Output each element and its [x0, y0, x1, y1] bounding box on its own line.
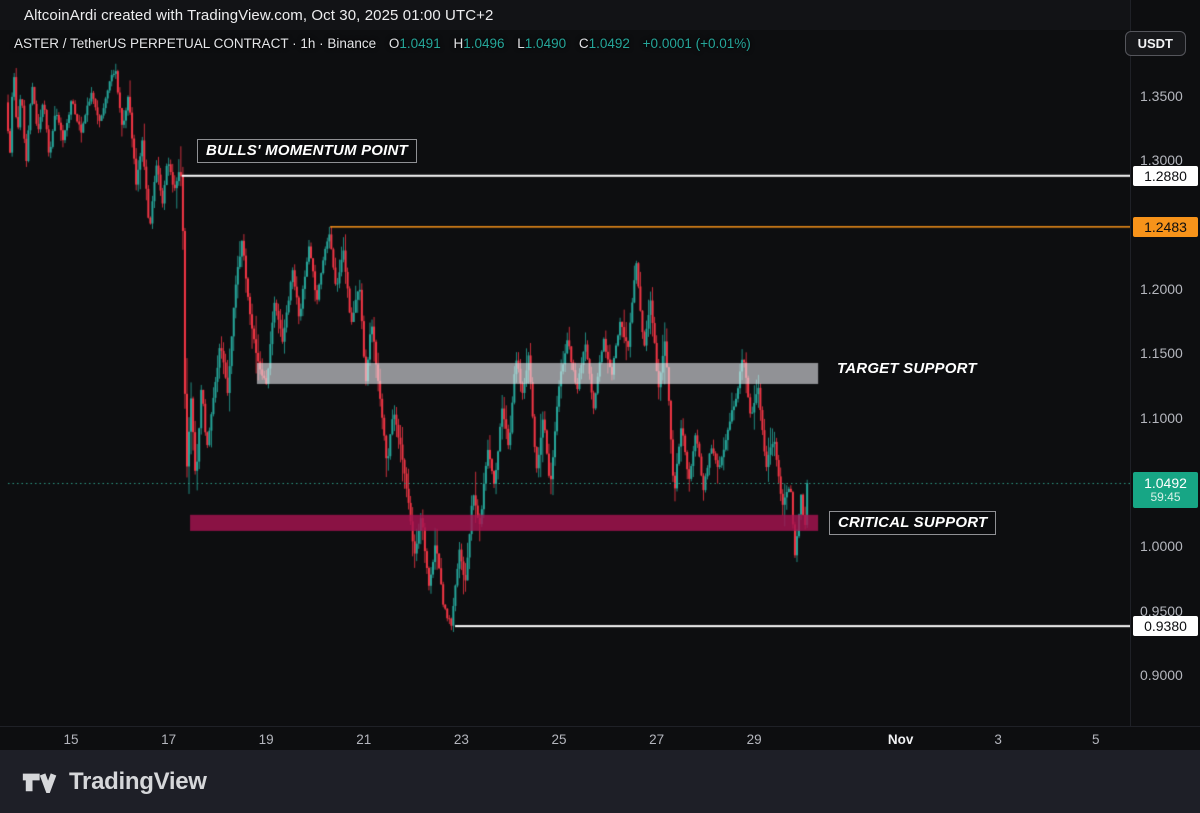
tradingview-logo-icon	[22, 772, 57, 793]
candlestick-chart[interactable]	[0, 0, 1130, 726]
bottom-watermark-bar: TradingView	[0, 750, 1200, 813]
time-tick-label: 27	[649, 732, 665, 747]
time-tick-label: 19	[258, 732, 274, 747]
price-level-badge: 1.2880	[1133, 165, 1198, 186]
tradingview-logo-text: TradingView	[69, 767, 207, 795]
annotation-target-support[interactable]: TARGET SUPPORT	[837, 360, 977, 377]
time-tick-label: 29	[746, 732, 762, 747]
time-tick-label: 3	[994, 732, 1002, 747]
attribution-bar	[0, 0, 1200, 30]
price-axis[interactable]: 1.0492 59:45 1.3500 1.3000 1.2000 1.1500 1.1…	[1130, 0, 1200, 726]
time-tick-label: 15	[63, 732, 79, 747]
last-price-value: 1.0492	[1144, 475, 1187, 492]
price-tick-label: 1.3000	[1140, 152, 1183, 169]
attribution-text: AltcoinArdi created with TradingView.com…	[24, 7, 494, 24]
ohlc-open: O1.0491	[388, 36, 441, 51]
price-tick-label: 1.1000	[1140, 409, 1183, 426]
tradingview-logo[interactable]: TradingView	[22, 768, 207, 796]
price-tick-label: 0.9000	[1140, 667, 1183, 683]
symbol-legend[interactable]: ASTER / TetherUS PERPETUAL CONTRACT · 1h…	[14, 36, 751, 51]
time-tick-label: 17	[161, 732, 177, 747]
time-tick-label: Nov	[887, 732, 914, 747]
symbol-title: ASTER / TetherUS PERPETUAL CONTRACT · 1h…	[14, 36, 377, 51]
time-tick-label: 25	[551, 732, 567, 747]
price-tick-label: 1.2000	[1140, 281, 1183, 297]
chart-plot-area: BULLS' MOMENTUM POINT TARGET SUPPORT CRI…	[0, 0, 1130, 726]
ohlc-low: L1.0490	[517, 36, 567, 51]
price-tick-label: 1.3500	[1140, 88, 1183, 104]
time-tick-label: 23	[453, 732, 469, 747]
time-axis[interactable]: 15 17 19 21 23 25 27 29 Nov 3 5	[0, 726, 1200, 751]
currency-toggle-button[interactable]: USDT	[1124, 31, 1186, 56]
price-level-badge: 0.9380	[1133, 616, 1198, 637]
price-tick-label: 0.9500	[1140, 602, 1183, 619]
price-tick-label: 1.0000	[1140, 538, 1183, 555]
price-tick-label: 1.1500	[1140, 345, 1183, 362]
bar-countdown: 59:45	[1150, 490, 1181, 505]
time-tick-label: 21	[356, 732, 372, 747]
annotation-bulls-momentum-point[interactable]: BULLS' MOMENTUM POINT	[197, 139, 417, 163]
annotation-critical-support[interactable]: CRITICAL SUPPORT	[829, 511, 997, 535]
ohlc-high: H1.0496	[453, 36, 505, 51]
time-tick-label: 5	[1092, 732, 1100, 747]
last-price-badge: 1.0492 59:45	[1133, 472, 1198, 509]
price-change: +0.0001 (+0.01%)	[642, 36, 751, 51]
price-level-badge: 1.2483	[1133, 216, 1198, 237]
ohlc-close: C1.0492	[578, 36, 630, 51]
